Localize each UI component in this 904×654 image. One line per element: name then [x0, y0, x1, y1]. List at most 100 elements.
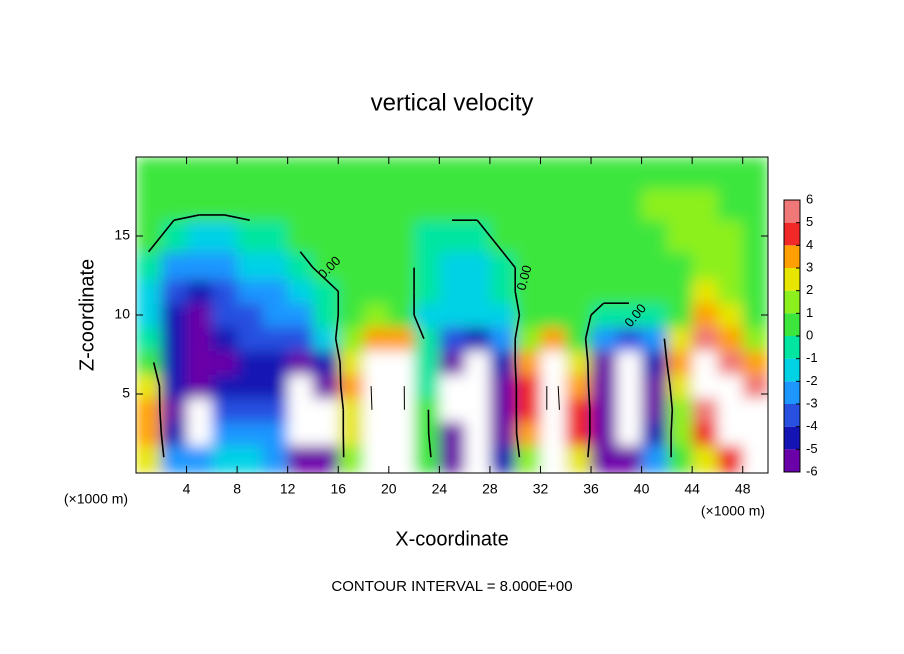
field-cell — [262, 397, 289, 423]
field-cell — [591, 251, 617, 280]
field-cell — [641, 157, 668, 190]
field-cell — [211, 350, 238, 375]
field-cell — [136, 350, 162, 375]
field-cell — [262, 350, 289, 375]
field-cell — [540, 445, 567, 473]
field-cell — [540, 303, 567, 328]
field-cell — [388, 188, 415, 221]
field-cell — [186, 350, 213, 375]
field-cell — [211, 251, 238, 280]
field-cell — [414, 188, 440, 221]
field-cell — [161, 326, 188, 352]
field-cell — [565, 188, 592, 221]
field-cell — [287, 188, 314, 221]
colorbar-label: 0 — [806, 327, 813, 342]
field-cell — [439, 421, 466, 446]
contour-line — [663, 338, 668, 363]
field-cell — [287, 220, 314, 253]
field-cell — [237, 279, 263, 304]
field-cell — [439, 326, 466, 352]
field-cell — [262, 421, 289, 446]
x-axis-label: X-coordinate — [395, 528, 508, 550]
field-cell — [363, 157, 390, 190]
field-cell — [211, 303, 238, 328]
x-tick-label: 24 — [432, 481, 448, 497]
field-cell — [464, 188, 491, 221]
field-cell — [262, 374, 289, 399]
field-cell — [186, 374, 213, 399]
field-cell — [565, 303, 592, 328]
contour-line — [514, 362, 518, 387]
field-cell — [464, 279, 491, 304]
x-unit-label: (×1000 m) — [64, 491, 128, 507]
field-cell — [464, 157, 491, 190]
field-cell — [414, 220, 440, 253]
colorbar-band — [784, 358, 800, 382]
field-cell — [161, 374, 188, 399]
contour-line — [587, 433, 591, 458]
colorbar-label: 2 — [806, 282, 813, 297]
field-cell — [717, 188, 744, 221]
field-cell — [565, 445, 592, 473]
field-cell — [515, 397, 541, 423]
field-cell — [161, 251, 188, 280]
field-cell — [489, 251, 516, 280]
field-cell — [186, 445, 213, 473]
field-cell — [388, 397, 415, 423]
field-cell — [237, 421, 263, 446]
field-cell — [742, 374, 768, 399]
field-cell — [388, 251, 415, 280]
colorbar-band — [784, 313, 800, 336]
contour-interval-note: CONTOUR INTERVAL = 8.000E+00 — [331, 578, 572, 595]
y-axis-label: Z-coordinate — [76, 259, 98, 371]
contour-line — [501, 251, 516, 269]
contour-line — [666, 362, 671, 387]
x-tick-label: 12 — [280, 481, 296, 497]
field-cell — [136, 397, 162, 423]
contour-line — [173, 214, 200, 221]
field-cell — [439, 220, 466, 253]
field-cell — [565, 421, 592, 446]
field-cell — [287, 157, 314, 190]
field-cell — [515, 374, 541, 399]
field-cell — [692, 326, 718, 352]
field-cell — [312, 326, 339, 352]
contour-line — [152, 362, 161, 387]
field-cell — [540, 397, 567, 423]
field-cell — [262, 326, 289, 352]
field-cell — [616, 303, 643, 328]
field-cell — [565, 220, 592, 253]
field-cell — [312, 279, 339, 304]
field-cell — [262, 445, 289, 473]
field-cell — [312, 188, 339, 221]
colorbar-label: 5 — [806, 214, 813, 229]
field-cell — [287, 374, 314, 399]
contour-line — [587, 362, 590, 387]
field-cell — [489, 188, 516, 221]
contour-line — [370, 386, 373, 410]
field-cell — [237, 326, 263, 352]
field-cell — [641, 326, 668, 352]
field-cell — [414, 326, 440, 352]
field-cell — [211, 397, 238, 423]
field-cell — [616, 279, 643, 304]
field-cell — [742, 157, 768, 190]
field-cell — [363, 279, 390, 304]
field-cell — [464, 251, 491, 280]
field-cell — [136, 157, 162, 190]
field-cell — [515, 220, 541, 253]
field-cell — [161, 188, 188, 221]
field-cell — [186, 157, 213, 190]
field-cell — [439, 350, 466, 375]
field-cell — [565, 279, 592, 304]
colorbar-label: -5 — [806, 441, 818, 456]
field-cell — [161, 397, 188, 423]
field-cell — [312, 220, 339, 253]
field-cell — [666, 188, 693, 221]
contour-line — [160, 433, 165, 458]
field-cell — [540, 421, 567, 446]
field-cell — [616, 251, 643, 280]
field-cell — [363, 251, 390, 280]
